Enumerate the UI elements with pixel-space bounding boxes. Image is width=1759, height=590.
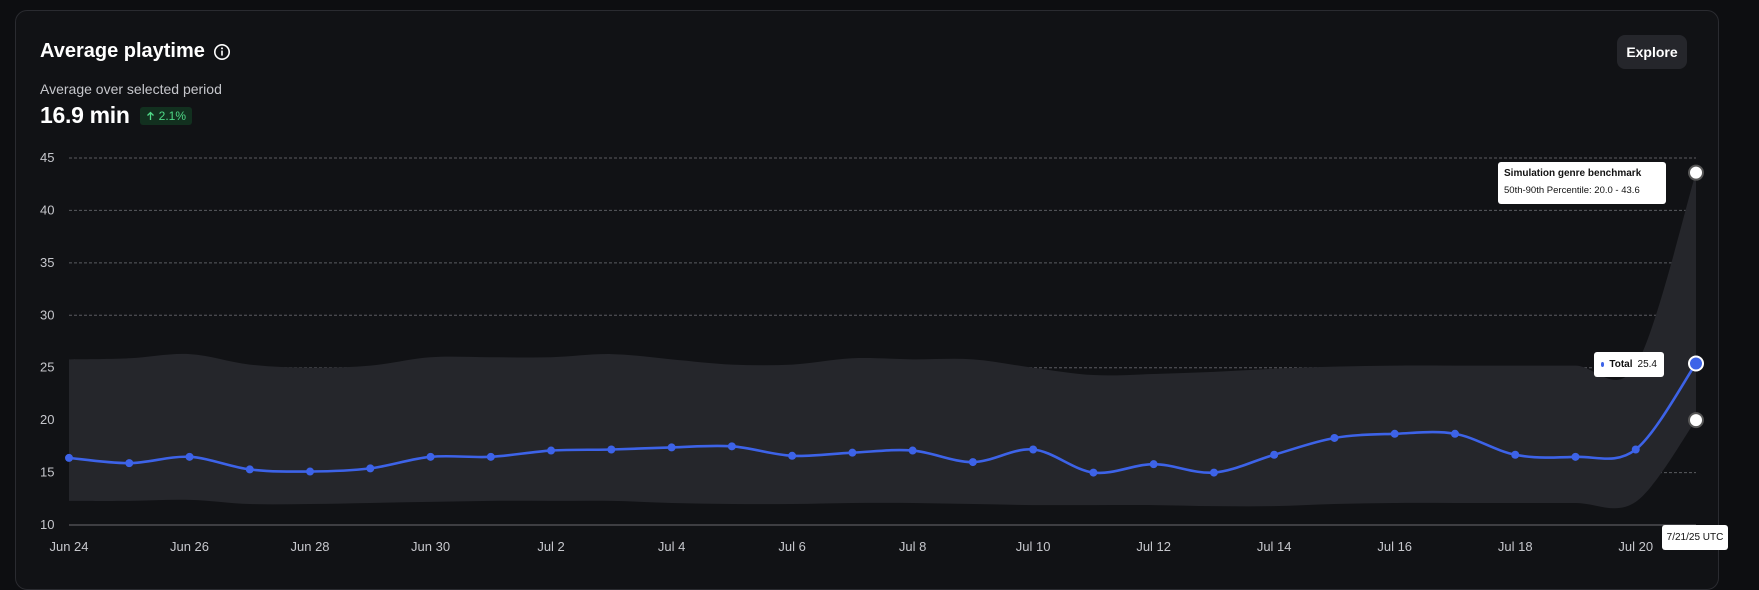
x-tick-label: Jul 14	[1257, 539, 1292, 554]
total-data-point[interactable]	[1089, 468, 1098, 477]
x-tick-label: Jun 28	[291, 539, 330, 554]
benchmark-tooltip-range: 50th-90th Percentile: 20.0 - 43.6	[1504, 185, 1640, 196]
y-tick-label: 40	[40, 202, 54, 217]
total-data-point[interactable]	[306, 467, 315, 476]
y-tick-label: 20	[40, 412, 54, 427]
total-data-point[interactable]	[366, 464, 375, 473]
total-data-point[interactable]	[185, 452, 194, 461]
total-data-point[interactable]	[1149, 460, 1158, 469]
x-tick-label: Jul 2	[537, 539, 564, 554]
x-tick-label: Jul 12	[1136, 539, 1171, 554]
total-data-point[interactable]	[788, 451, 797, 460]
benchmark-tooltip-title: Simulation genre benchmark	[1504, 168, 1642, 179]
total-data-point[interactable]	[1209, 468, 1218, 477]
y-tick-label: 25	[40, 360, 54, 375]
total-data-point[interactable]	[245, 465, 254, 474]
total-tooltip-value: 25.4	[1637, 359, 1657, 370]
total-data-point[interactable]	[486, 452, 495, 461]
total-data-point[interactable]	[125, 459, 134, 468]
x-tick-label: Jun 26	[170, 539, 209, 554]
y-tick-label: 30	[40, 307, 54, 322]
subtitle: Average over selected period	[40, 81, 222, 97]
total-data-point[interactable]	[1631, 445, 1640, 454]
x-tick-label: Jun 24	[49, 539, 88, 554]
arrow-up-icon	[146, 111, 154, 120]
title-row: Average playtime	[40, 40, 231, 63]
line-chart: 10 15 20 25 30 35 40 45 Jun 24 Jun 26 Jun 28 Jun 3…	[40, 150, 1704, 554]
x-tick-label: Jul 20	[1618, 539, 1653, 554]
total-data-point[interactable]	[1029, 445, 1038, 454]
x-tick-label: Jul 4	[658, 539, 685, 554]
total-legend-dot	[1601, 362, 1605, 367]
total-data-point[interactable]	[1511, 450, 1520, 459]
x-tick-label: Jun 30	[411, 539, 450, 554]
page-title: Average playtime	[40, 40, 205, 62]
y-tick-label: 10	[40, 517, 54, 532]
total-data-point[interactable]	[968, 458, 977, 467]
benchmark-low-marker[interactable]	[1688, 412, 1704, 429]
benchmark-band	[69, 172, 1696, 509]
total-data-point[interactable]	[667, 443, 676, 452]
x-axis-ticks: Jun 24 Jun 26 Jun 28 Jun 30 Jul 2 Jul 4 Jul 6 J…	[49, 539, 1653, 554]
end-markers	[1688, 164, 1704, 429]
average-value: 16.9 min	[40, 102, 130, 128]
y-axis-ticks: 10 15 20 25 30 35 40 45	[40, 150, 54, 532]
y-tick-label: 35	[40, 255, 54, 270]
total-data-point[interactable]	[607, 445, 616, 454]
benchmark-high-marker[interactable]	[1688, 164, 1704, 181]
date-tooltip: 7/21/25 UTC	[1662, 525, 1728, 550]
y-tick-label: 15	[40, 465, 54, 480]
summary-value-row: 16.9 min 2.1%	[40, 102, 193, 129]
info-icon[interactable]	[213, 43, 231, 61]
total-data-point[interactable]	[1270, 450, 1279, 459]
total-tooltip-label: Total	[1609, 359, 1633, 370]
benchmark-tooltip: Simulation genre benchmark 50th-90th Per…	[1498, 162, 1666, 204]
y-tick-label: 45	[40, 150, 54, 165]
total-data-point[interactable]	[1450, 429, 1459, 438]
total-tooltip: Total 25.4	[1594, 352, 1664, 377]
total-data-point[interactable]	[848, 448, 857, 457]
total-series-points	[65, 429, 1640, 477]
total-data-point[interactable]	[908, 446, 917, 455]
explore-button[interactable]: Explore	[1617, 35, 1687, 69]
total-data-point[interactable]	[426, 452, 435, 461]
x-tick-label: Jul 18	[1498, 539, 1533, 554]
x-tick-label: Jul 16	[1377, 539, 1412, 554]
total-data-point[interactable]	[65, 453, 73, 462]
total-data-point[interactable]	[1390, 429, 1399, 438]
total-data-point[interactable]	[727, 442, 736, 451]
x-tick-label: Jul 8	[899, 539, 926, 554]
change-badge: 2.1%	[139, 106, 193, 125]
x-tick-label: Jul 10	[1016, 539, 1051, 554]
x-tick-label: Jul 6	[778, 539, 805, 554]
change-value: 2.1%	[158, 108, 187, 123]
total-data-point[interactable]	[1571, 452, 1580, 461]
total-data-point[interactable]	[547, 446, 556, 455]
total-data-point[interactable]	[1330, 433, 1339, 442]
total-last-marker[interactable]	[1688, 355, 1704, 372]
